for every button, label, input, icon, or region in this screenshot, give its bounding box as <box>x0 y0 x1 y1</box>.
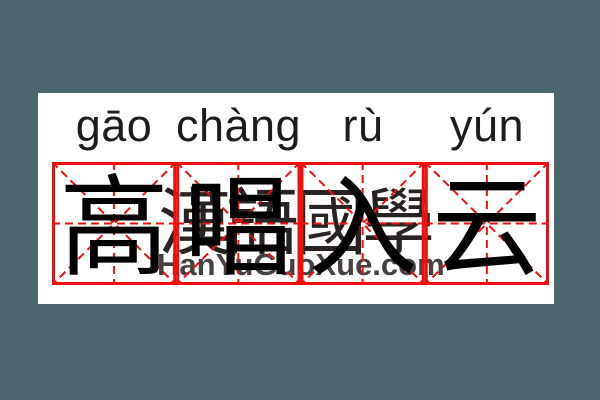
card-background <box>38 93 554 304</box>
grid-cell: 云 <box>425 162 549 285</box>
grid-cell: 入 <box>301 162 425 285</box>
idiom-characters-row: 高 唱 入 云 <box>52 162 549 285</box>
idiom-character: 云 <box>431 163 542 292</box>
practice-grid <box>52 162 549 285</box>
pinyin-syllable: yún <box>450 100 525 151</box>
pinyin-syllable: chàng <box>175 100 302 151</box>
idiom-character: 入 <box>307 163 418 292</box>
pinyin-syllable: rù <box>342 100 384 151</box>
pinyin-cell: rù <box>301 96 425 156</box>
pinyin-cell: chàng <box>176 96 301 156</box>
pinyin-cell: gāo <box>52 96 176 156</box>
idiom-character: 唱 <box>183 163 294 292</box>
pinyin-row: gāo chàng rù yún <box>52 96 549 156</box>
grid-cell: 唱 <box>176 162 300 285</box>
grid-cell: 高 <box>52 162 176 285</box>
pinyin-cell: yún <box>425 96 549 156</box>
idiom-character: 高 <box>59 163 170 292</box>
pinyin-syllable: gāo <box>75 100 153 151</box>
